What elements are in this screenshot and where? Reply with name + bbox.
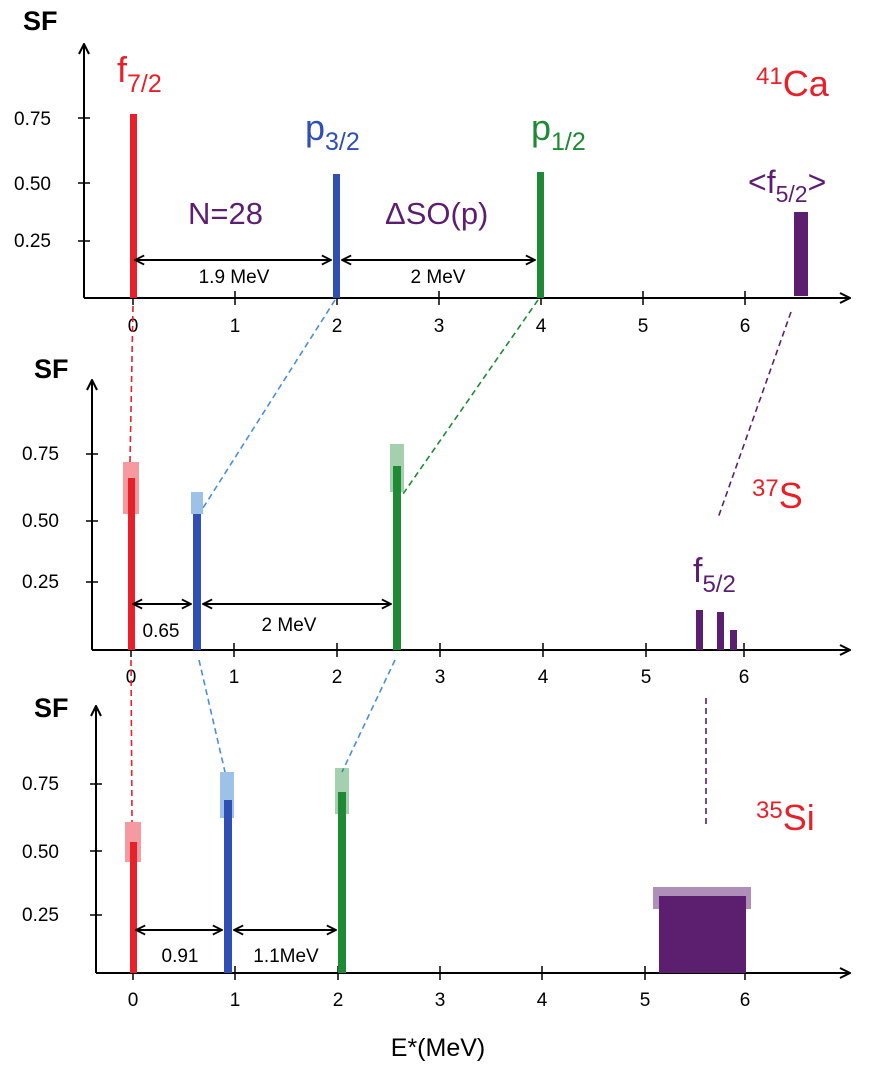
x-tick-label: 0 [126,667,137,688]
bar-f5-2-continuum [659,896,746,973]
y-tick-label: 0.50 [14,174,51,195]
connector-p3-2 [198,659,226,773]
x-tick-label: 4 [536,316,547,337]
nucleus-label: 41Ca [756,63,830,104]
gap-annotation-n28: N=28 [188,196,263,231]
x-tick-label: 3 [434,316,445,337]
connector-f7-2 [129,305,134,463]
x-ticks: 0 1 2 3 4 5 6 [126,643,750,688]
bar-f7-2 [128,478,135,650]
bar-p1-2 [338,792,346,973]
x-tick-label: 2 [333,990,344,1011]
bar-p3-2 [224,800,232,973]
bar-f5-2 [794,212,808,296]
state-label-p3-2: p3/2 [305,107,360,156]
panel-41ca: SF 0.75 0.50 0.25 0 1 2 3 4 5 6 [14,6,850,337]
y-axis-title: SF [23,6,58,36]
y-tick-label: 0.75 [22,774,59,795]
x-tick-label: 6 [739,667,750,688]
x-tick-label: 2 [332,667,343,688]
bar-f7-2 [130,114,137,298]
y-axis-title: SF [34,354,69,384]
x-axis-title: E*(MeV) [391,1034,485,1062]
x-tick-label: 5 [640,990,651,1011]
bar-f7-2 [130,842,137,973]
state-label-f7-2: f7/2 [117,49,162,98]
connector-p3-2 [202,299,336,509]
connectors-bottom [130,659,707,826]
connector-f5-2 [717,311,792,519]
bar-p3-2 [333,174,340,298]
gap-label: 1.1MeV [253,946,319,967]
panel-37s: SF 0.75 0.50 0.25 0 1 2 3 4 5 6 [22,354,850,688]
x-tick-label: 3 [435,667,446,688]
gap-label: 0.65 [143,621,180,642]
bar-f5-2-fragment [717,612,724,650]
y-tick-label: 0.75 [22,444,59,465]
panel-35si: SF 0.75 0.50 0.25 0 1 2 3 4 5 6 [22,693,850,1062]
y-tick-label: 0.75 [14,109,51,130]
bar-p1-2 [537,172,544,298]
y-axis-title: SF [34,693,69,723]
bar-f5-2-fragment [696,610,703,650]
connectors-top [129,299,792,519]
state-label-f5-2: <f5/2> [748,164,826,207]
x-tick-label: 6 [740,990,751,1011]
x-tick-label: 4 [538,667,549,688]
x-tick-label: 0 [128,990,139,1011]
y-tick-label: 0.25 [22,572,59,593]
gap-label: 2 MeV [262,615,317,636]
gap-label: 2 MeV [411,267,466,288]
x-ticks: 0 1 2 3 4 5 6 [128,966,751,1011]
connector-f7-2 [130,659,133,823]
x-tick-label: 5 [641,667,652,688]
bar-p1-2 [393,466,401,650]
gap-label: 0.91 [162,946,199,967]
y-tick-label: 0.25 [22,905,59,926]
x-tick-label: 3 [435,990,446,1011]
x-tick-label: 2 [332,316,343,337]
x-tick-label: 5 [638,316,649,337]
bar-f5-2-fragment [730,630,737,650]
y-tick-label: 0.50 [22,842,59,863]
connector-p1-2 [341,659,396,773]
nucleus-label: 37S [752,475,803,516]
y-tick-label: 0.50 [22,511,59,532]
sf-range-p3-2 [191,492,203,514]
bar-p3-2 [193,514,201,650]
x-tick-label: 6 [740,316,751,337]
x-tick-label: 1 [230,990,241,1011]
state-label-p1-2: p1/2 [531,107,586,156]
x-tick-label: 1 [229,667,240,688]
nucleus-label: 35Si [756,797,815,838]
connector-p1-2 [402,299,539,495]
state-label-f5-2: f5/2 [693,552,736,598]
y-tick-label: 0.25 [14,231,51,252]
gap-annotation-dso: ΔSO(p) [385,196,488,231]
gap-label: 1.9 MeV [199,267,270,288]
x-tick-label: 4 [537,990,548,1011]
x-tick-label: 1 [230,316,241,337]
